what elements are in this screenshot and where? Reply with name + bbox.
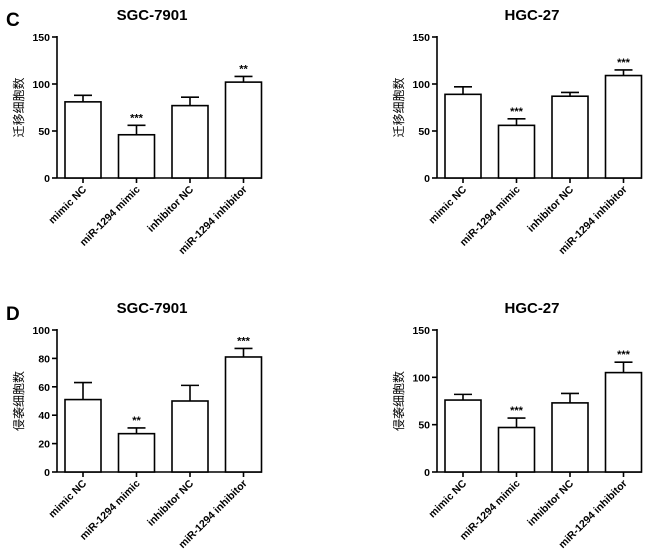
d-left-category-label: mimic NC: [46, 477, 89, 520]
c-right-bar: [444, 93, 482, 179]
c-left-y-tick-label: 150: [32, 32, 50, 44]
d-right-category-label: inhibitor NC: [525, 477, 576, 528]
c-left-significance-mark: ***: [130, 112, 144, 124]
d-left-y-axis-label: 侵袭细胞数: [11, 371, 26, 431]
d-left-category-label: inhibitor NC: [145, 477, 196, 528]
c-left-significance-mark: **: [239, 63, 248, 75]
c-right-significance-mark: ***: [617, 57, 631, 69]
c-left-bar: [117, 133, 156, 179]
c-right-chart-title: HGC-27: [504, 7, 559, 24]
d-left-bar: [117, 432, 156, 473]
c-left-bar: [64, 101, 102, 179]
c-left-bar: [171, 104, 209, 179]
c-right-bar: [551, 95, 589, 179]
d-left-significance-mark: **: [132, 415, 141, 427]
d-left-bar: [224, 356, 263, 473]
d-left-y-tick-label: 40: [38, 410, 50, 422]
c-right-y-axis-label: 迁移细胞数: [391, 77, 406, 137]
c-right-category-label: inhibitor NC: [525, 183, 576, 234]
d-right-bar: [497, 426, 536, 473]
d-right-significance-mark: ***: [617, 349, 631, 361]
d-left-y-tick-label: 20: [38, 439, 50, 451]
d-left-y-tick-label: 100: [32, 325, 50, 337]
d-right-significance-mark: ***: [510, 405, 524, 417]
c-right-bar: [497, 124, 536, 179]
c-right-category-label: mimic NC: [426, 183, 469, 226]
d-left-y-tick-label: 80: [38, 353, 50, 365]
c-right-y-tick-label: 50: [418, 126, 430, 138]
d-right-y-tick-label: 50: [418, 420, 430, 432]
c-left-category-label: inhibitor NC: [145, 183, 196, 234]
d-right-chart-title: HGC-27: [504, 300, 559, 317]
d-right-category-label: mimic NC: [426, 477, 469, 520]
panel-letter-d: D: [6, 304, 20, 325]
c-left-bar: [224, 81, 263, 179]
d-right-bar: [551, 402, 589, 473]
c-right-significance-mark: ***: [510, 106, 524, 118]
d-left-significance-mark: ***: [237, 335, 251, 347]
d-left-bar: [171, 400, 209, 473]
d-right-y-axis-label: 侵袭细胞数: [391, 371, 406, 431]
c-left-y-axis-label: 迁移细胞数: [11, 77, 26, 137]
c-left-chart-title: SGC-7901: [117, 7, 188, 24]
d-right-y-tick-label: 0: [424, 467, 430, 479]
d-right-y-tick-label: 100: [412, 372, 430, 384]
c-left-y-tick-label: 0: [44, 173, 50, 185]
d-left-y-tick-label: 0: [44, 467, 50, 479]
c-right-bar: [604, 74, 643, 179]
c-left-category-label: mimic NC: [46, 183, 89, 226]
d-left-bar: [64, 398, 102, 473]
c-left-y-tick-label: 50: [38, 126, 50, 138]
panel-letter-c: C: [6, 10, 20, 31]
d-right-y-tick-label: 150: [412, 325, 430, 337]
d-left-y-tick-label: 60: [38, 382, 50, 394]
d-right-bar: [604, 371, 643, 473]
c-right-y-tick-label: 100: [412, 79, 430, 91]
d-left-chart-title: SGC-7901: [117, 300, 188, 317]
d-right-bar: [444, 399, 482, 473]
c-left-y-tick-label: 100: [32, 79, 50, 91]
c-right-y-tick-label: 150: [412, 32, 430, 44]
c-right-y-tick-label: 0: [424, 173, 430, 185]
